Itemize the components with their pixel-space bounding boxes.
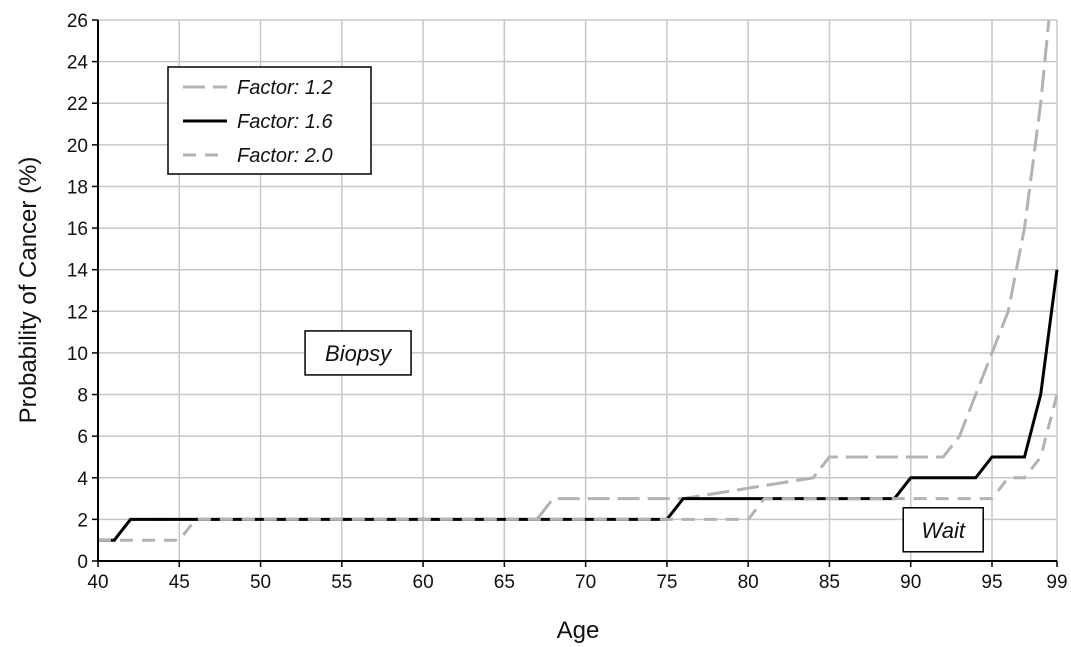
annotation-wait: Wait [921, 518, 965, 543]
legend: Factor: 1.2 Factor: 1.6 Factor: 2.0 [167, 66, 372, 175]
y-axis-title: Probability of Cancer (%) [15, 157, 42, 424]
x-tick-label: 90 [900, 572, 921, 593]
y-tick-label: 6 [77, 427, 88, 448]
x-tick-label: 75 [656, 572, 677, 593]
plot-frame [92, 19, 1058, 567]
y-tick-label: 12 [67, 302, 88, 323]
y-tick-label: 4 [77, 469, 88, 490]
y-tick-label: 26 [67, 11, 88, 32]
annotation-box [304, 330, 412, 376]
annotation-biopsy: Biopsy [325, 341, 393, 366]
x-tick-label: 99 [1046, 572, 1067, 593]
y-tick-label: 22 [67, 94, 88, 115]
series-line-1.6 [98, 269, 1059, 542]
x-axis-title: Age [557, 617, 600, 644]
y-tick-label: 14 [67, 261, 89, 282]
x-tick-label: 95 [981, 572, 1002, 593]
series-lines [98, 19, 1059, 542]
y-tick-label: 10 [67, 344, 88, 365]
x-tick-label: 70 [575, 572, 596, 593]
y-tick-label: 24 [67, 53, 89, 74]
x-tick-label: 85 [819, 572, 840, 593]
annotations: Biopsy Wait [304, 330, 984, 553]
legend-label-factor-2.0: Factor: 2.0 [237, 145, 333, 167]
y-tick-label: 16 [67, 219, 88, 240]
x-tick-label: 45 [169, 572, 190, 593]
y-tick-label: 20 [67, 136, 88, 157]
x-tick-label: 50 [250, 572, 271, 593]
x-tick-label: 60 [413, 572, 434, 593]
y-tick-label: 0 [77, 552, 88, 573]
x-tick-label: 55 [331, 572, 352, 593]
series-line-2.0 [98, 394, 1059, 542]
y-tick-label: 2 [77, 510, 88, 531]
legend-label-factor-1.6: Factor: 1.6 [237, 111, 333, 133]
x-tick-label: 80 [738, 572, 759, 593]
legend-label-factor-1.2: Factor: 1.2 [237, 77, 333, 99]
annotation-box [902, 507, 984, 553]
y-tick-label: 18 [67, 177, 88, 198]
y-tick-label: 8 [77, 386, 88, 407]
x-tick-label: 65 [494, 572, 515, 593]
x-tick-label: 40 [87, 572, 108, 593]
